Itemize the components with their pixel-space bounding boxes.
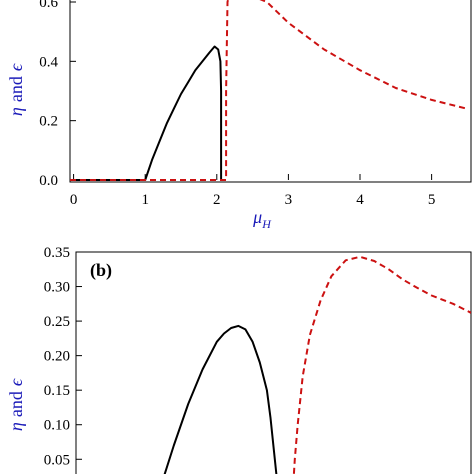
x-tick-label: 3 <box>285 192 293 208</box>
y-tick-label: 0.30 <box>44 280 70 296</box>
panel-b-label: (b) <box>90 260 112 281</box>
x-tick-label: 2 <box>213 192 221 208</box>
panel-b: 0.05 0.10 0.15 0.20 0.25 0.30 0.35 (b) ηandϵ <box>6 245 472 474</box>
panel-a: 0 1 2 3 4 5 0.0 0.2 0.4 0.6 μH ηandϵ <box>6 0 472 231</box>
panel-a-x-axis-title: μH <box>252 207 272 231</box>
y-tick-label: 0.15 <box>44 383 70 399</box>
solid-series-line <box>70 45 224 181</box>
x-tick-label: 5 <box>428 192 436 208</box>
solid-series-line <box>163 324 278 474</box>
y-tick-label: 0.4 <box>39 54 58 70</box>
panel-b-frame <box>75 251 472 474</box>
y-tick-label: 0.25 <box>44 314 70 330</box>
dashed-series-line <box>70 0 468 181</box>
y-tick-label: 0.35 <box>44 245 70 261</box>
y-tick-label: 0.0 <box>39 173 58 189</box>
y-tick-label: 0.20 <box>44 349 70 365</box>
x-tick-label: 1 <box>141 192 149 208</box>
panel-b-ticks: 0.05 0.10 0.15 0.20 0.25 0.30 0.35 <box>44 245 82 468</box>
x-tick-label: 0 <box>70 192 78 208</box>
y-tick-label: 0.2 <box>39 114 58 130</box>
panel-b-y-axis-title: ηandϵ <box>6 378 26 431</box>
panel-a-frame <box>69 0 472 183</box>
y-tick-label: 0.10 <box>44 418 70 434</box>
panel-a-y-axis-title: ηandϵ <box>6 63 26 116</box>
y-tick-label: 0.05 <box>44 452 70 468</box>
panel-a-ticks: 0 1 2 3 4 5 0.0 0.2 0.4 0.6 <box>39 0 435 208</box>
y-tick-label: 0.6 <box>39 0 58 11</box>
panel-a-series <box>70 0 468 181</box>
x-tick-label: 4 <box>356 192 364 208</box>
panel-b-series <box>163 255 471 474</box>
dashed-series-line <box>292 255 471 474</box>
